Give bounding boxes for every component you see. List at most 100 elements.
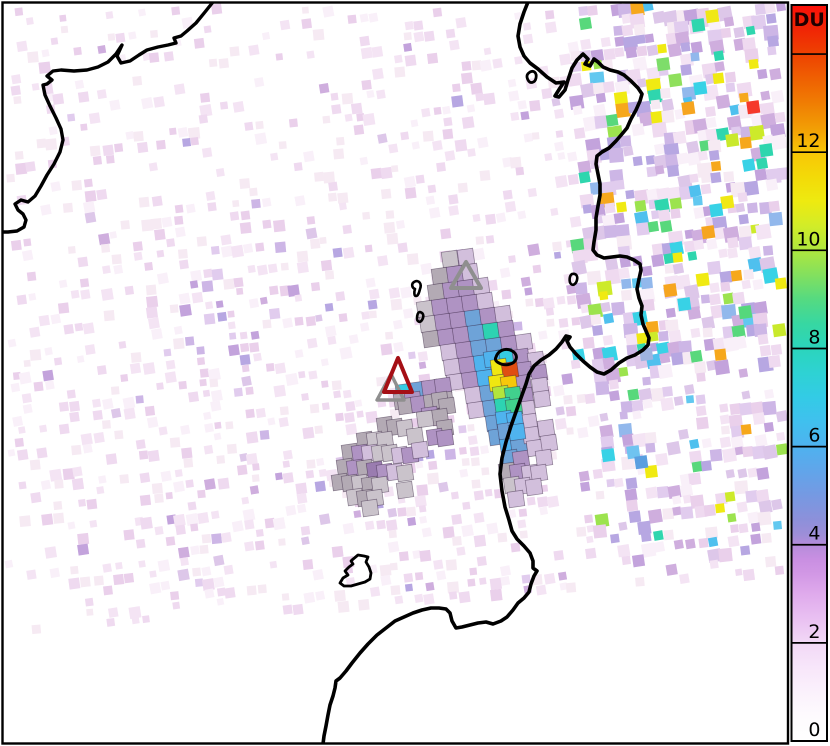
noise-pixel	[757, 68, 768, 80]
noise-pixel	[631, 399, 644, 412]
noise-pixel	[187, 127, 201, 140]
noise-pixel	[185, 513, 199, 526]
noise-pixel	[190, 523, 199, 532]
noise-pixel	[314, 480, 326, 492]
noise-pixel	[39, 424, 48, 433]
noise-pixel	[625, 333, 639, 347]
noise-pixel	[103, 585, 113, 596]
noise-pixel	[472, 213, 481, 222]
noise-pixel	[217, 477, 230, 490]
noise-pixel	[309, 403, 320, 414]
noise-pixel	[18, 426, 26, 434]
noise-pixel	[656, 187, 671, 202]
noise-pixel	[282, 317, 294, 329]
noise-pixel	[179, 259, 189, 270]
noise-pixel	[254, 77, 265, 88]
noise-pixel	[724, 491, 736, 503]
noise-pixel	[702, 84, 720, 101]
noise-pixel	[220, 245, 234, 258]
noise-pixel	[720, 281, 731, 292]
noise-pixel	[737, 468, 748, 479]
noise-pixel	[16, 449, 29, 461]
noise-pixel	[28, 292, 37, 301]
noise-pixel	[92, 398, 102, 408]
noise-pixel	[296, 493, 308, 504]
noise-pixel	[255, 528, 264, 538]
noise-pixel	[164, 371, 177, 384]
noise-pixel	[247, 264, 256, 274]
noise-pixel	[26, 271, 37, 282]
noise-pixel	[67, 113, 76, 122]
noise-pixel	[738, 214, 749, 225]
noise-pixel	[646, 166, 658, 178]
noise-pixel	[393, 341, 404, 353]
noise-pixel	[775, 443, 787, 456]
noise-pixel	[768, 200, 780, 213]
noise-pixel	[92, 155, 103, 166]
noise-pixel	[353, 124, 365, 136]
noise-pixel	[576, 526, 587, 537]
noise-pixel	[546, 318, 555, 327]
coastline-layer	[3, 3, 651, 743]
noise-pixel	[746, 202, 758, 214]
noise-pixel	[683, 240, 696, 253]
noise-pixel	[388, 529, 397, 539]
noise-pixel	[613, 212, 625, 224]
noise-pixel	[690, 41, 703, 54]
noise-pixel	[673, 539, 684, 550]
noise-pixel	[398, 551, 409, 562]
noise-pixel	[369, 586, 381, 597]
noise-pixel	[14, 437, 24, 448]
noise-pixel	[619, 411, 628, 420]
noise-pixel	[119, 474, 130, 484]
noise-pixel	[203, 25, 212, 34]
noise-pixel	[177, 546, 190, 559]
noise-pixel	[701, 438, 712, 449]
noise-pixel	[335, 136, 345, 146]
noise-pixel	[14, 150, 24, 160]
noise-pixel	[54, 479, 64, 489]
plume-pixel	[524, 477, 544, 497]
noise-pixel	[748, 246, 762, 260]
noise-pixel	[739, 92, 749, 103]
noise-pixel	[147, 317, 160, 330]
noise-pixel	[239, 354, 251, 366]
noise-pixel	[404, 20, 414, 31]
noise-pixel	[199, 103, 213, 118]
noise-pixel	[618, 521, 628, 531]
noise-pixel	[18, 371, 32, 385]
noise-pixel	[452, 83, 461, 93]
noise-pixel	[736, 501, 748, 513]
noise-pixel	[626, 344, 638, 356]
plume-pixel	[433, 312, 453, 332]
noise-pixel	[96, 486, 105, 495]
noise-pixel	[535, 584, 547, 596]
noise-pixel	[720, 27, 732, 39]
noise-pixel	[748, 58, 759, 70]
noise-pixel	[4, 559, 14, 569]
noise-pixel	[712, 337, 726, 351]
noise-pixel	[460, 72, 473, 85]
noise-pixel	[652, 10, 666, 24]
noise-pixel	[614, 36, 625, 47]
noise-pixel	[689, 173, 699, 183]
noise-pixel	[301, 6, 309, 14]
noise-pixel	[407, 517, 417, 527]
noise-pixel	[400, 131, 410, 141]
noise-pixel	[216, 587, 226, 597]
noise-pixel	[282, 604, 293, 615]
noise-pixel	[457, 182, 468, 193]
noise-pixel	[338, 202, 347, 211]
noise-pixel	[708, 293, 721, 306]
noise-pixel	[646, 44, 659, 57]
noise-pixel	[36, 138, 47, 149]
noise-pixel	[693, 361, 707, 374]
noise-pixel	[376, 376, 386, 387]
noise-pixel	[679, 483, 694, 498]
noise-pixel	[489, 577, 503, 591]
noise-pixel	[338, 313, 348, 323]
noise-pixel	[362, 112, 376, 126]
noise-pixel	[680, 64, 692, 76]
noise-pixel	[732, 291, 746, 305]
